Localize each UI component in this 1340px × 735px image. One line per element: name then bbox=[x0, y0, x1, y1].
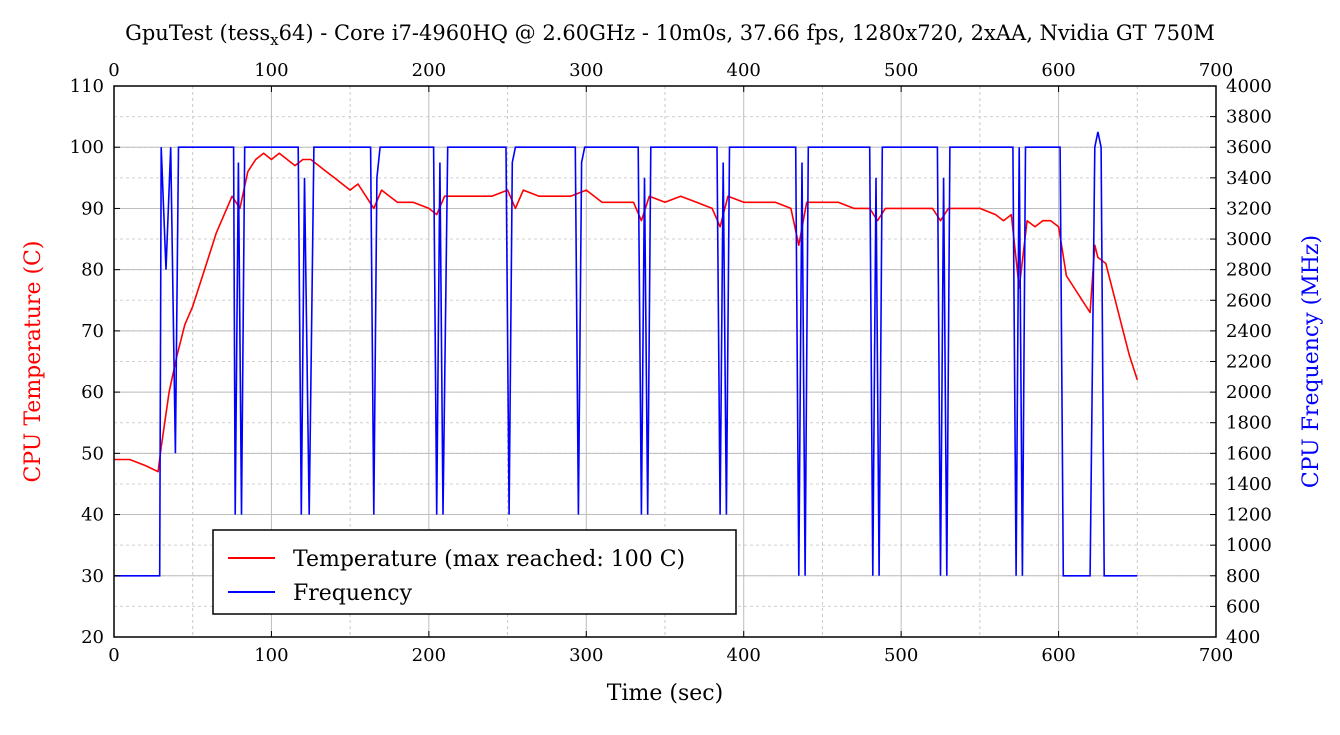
y-tick-label-right: 2400 bbox=[1226, 321, 1272, 342]
x-tick-label-top: 100 bbox=[254, 60, 288, 81]
y-tick-label-right: 1600 bbox=[1226, 443, 1272, 464]
y-tick-label-right: 2200 bbox=[1226, 352, 1272, 373]
x-axis-label: Time (sec) bbox=[607, 681, 723, 706]
x-tick-label-top: 500 bbox=[884, 60, 918, 81]
x-tick-label-bottom: 0 bbox=[108, 645, 119, 666]
y-tick-label-right: 2800 bbox=[1226, 260, 1272, 281]
y-tick-label-right: 3600 bbox=[1226, 137, 1272, 158]
y-tick-label-left: 40 bbox=[81, 505, 104, 526]
x-tick-label-bottom: 700 bbox=[1199, 645, 1233, 666]
y-axis-label-left: CPU Temperature (C) bbox=[21, 241, 46, 483]
y-tick-label-right: 600 bbox=[1226, 596, 1260, 617]
chart-title: GpuTest (tessx64) - Core i7-4960HQ @ 2.6… bbox=[125, 21, 1215, 49]
y-tick-label-right: 3800 bbox=[1226, 107, 1272, 128]
x-tick-label-bottom: 500 bbox=[884, 645, 918, 666]
y-tick-label-right: 3200 bbox=[1226, 198, 1272, 219]
x-tick-label-bottom: 200 bbox=[412, 645, 446, 666]
chart-title-part-1: GpuTest (tess bbox=[125, 21, 270, 45]
x-tick-label-top: 400 bbox=[727, 60, 761, 81]
series-line-temperature bbox=[114, 152, 1139, 473]
tick-layer: 0 0 100 100 200 200 300 300 400 400 500 500 600 600 70… bbox=[70, 60, 1272, 666]
y-tick-label-right: 400 bbox=[1226, 627, 1260, 648]
y-tick-label-right: 2000 bbox=[1226, 382, 1272, 403]
y-tick-label-left: 30 bbox=[81, 566, 104, 587]
y-tick-label-right: 4000 bbox=[1226, 76, 1272, 97]
y-tick-label-left: 70 bbox=[81, 321, 104, 342]
y-tick-label-right: 3000 bbox=[1226, 229, 1272, 250]
y-tick-label-left: 110 bbox=[70, 76, 104, 97]
x-tick-label-top: 200 bbox=[412, 60, 446, 81]
x-tick-label-top: 600 bbox=[1041, 60, 1075, 81]
x-tick-label-bottom: 400 bbox=[727, 645, 761, 666]
y-tick-label-left: 20 bbox=[81, 627, 104, 648]
legend: Temperature (max reached: 100 C) Frequen… bbox=[212, 529, 737, 615]
legend-box bbox=[212, 529, 737, 615]
x-tick-label-top: 700 bbox=[1199, 60, 1233, 81]
y-tick-label-left: 80 bbox=[81, 260, 104, 281]
y-tick-label-left: 100 bbox=[70, 137, 104, 158]
y-tick-label-right: 1000 bbox=[1226, 535, 1272, 556]
y-tick-label-left: 90 bbox=[81, 198, 104, 219]
y-tick-label-right: 2600 bbox=[1226, 290, 1272, 311]
x-tick-label-bottom: 600 bbox=[1041, 645, 1075, 666]
y-axis-label-right: CPU Frequency (MHz) bbox=[1299, 235, 1324, 488]
series-layer bbox=[114, 131, 1139, 577]
y-tick-label-right: 1200 bbox=[1226, 505, 1272, 526]
x-tick-label-top: 300 bbox=[569, 60, 603, 81]
x-tick-label-bottom: 100 bbox=[254, 645, 288, 666]
legend-label-temperature: Temperature (max reached: 100 C) bbox=[293, 547, 685, 572]
series-line-frequency bbox=[114, 131, 1138, 577]
chart-title-part-2: 64) - Core i7-4960HQ @ 2.60GHz - 10m0s, … bbox=[279, 21, 1215, 45]
y-tick-label-left: 60 bbox=[81, 382, 104, 403]
x-tick-label-bottom: 300 bbox=[569, 645, 603, 666]
legend-label-frequency: Frequency bbox=[293, 581, 413, 606]
y-tick-label-right: 3400 bbox=[1226, 168, 1272, 189]
y-tick-label-right: 1800 bbox=[1226, 413, 1272, 434]
y-tick-label-left: 50 bbox=[81, 443, 104, 464]
x-tick-label-top: 0 bbox=[108, 60, 119, 81]
y-tick-label-right: 1400 bbox=[1226, 474, 1272, 495]
chart-title-subscript: x bbox=[270, 31, 279, 49]
y-tick-label-right: 800 bbox=[1226, 566, 1260, 587]
